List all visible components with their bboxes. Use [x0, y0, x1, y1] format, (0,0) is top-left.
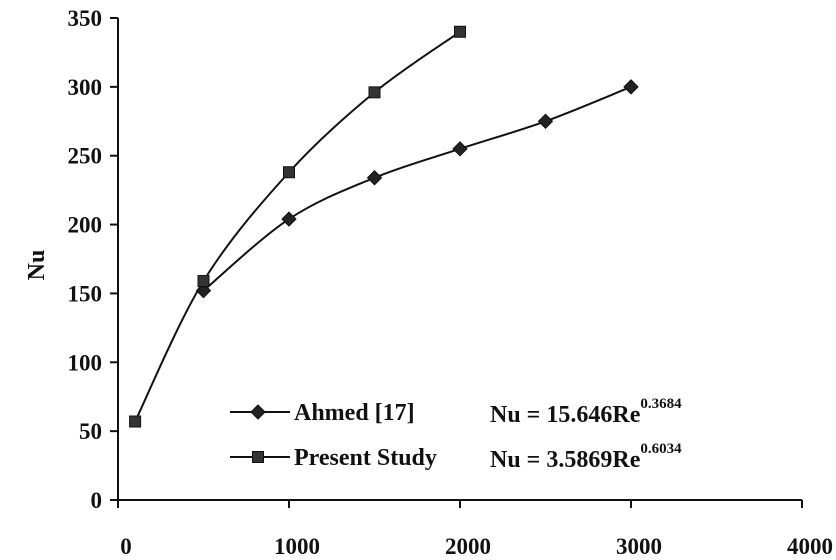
y-tick-label: 250 [68, 144, 103, 169]
diamond-marker [250, 404, 266, 420]
tick-labels: 0 50 100 150 200 250 300 350 0 1000 2000 3000 4000 [68, 6, 834, 559]
square-marker [129, 415, 142, 428]
series-present-study [129, 25, 466, 428]
legend-label: Present Study [294, 445, 437, 471]
axes [110, 17, 803, 508]
x-tick-label: 1000 [274, 534, 320, 559]
legend-label: Ahmed [17] [294, 400, 415, 426]
square-marker [197, 275, 210, 288]
diamond-marker [623, 79, 639, 95]
legend: Ahmed [17] Nu = 15.646Re0.3684 Present Stu… [230, 396, 682, 473]
square-marker [454, 25, 466, 38]
square-marker [283, 166, 295, 179]
x-tick-label: 2000 [445, 534, 491, 559]
diamond-marker [537, 113, 554, 129]
x-tick-label: 3000 [616, 534, 662, 559]
series-ahmed [195, 79, 639, 299]
diamond-marker [281, 211, 297, 227]
legend-entry: Ahmed [17] Nu = 15.646Re0.3684 [230, 396, 682, 428]
series-line [202, 85, 632, 292]
y-axis-label: Nu [24, 250, 50, 281]
square-marker [368, 86, 381, 99]
y-tick-label: 0 [91, 488, 103, 513]
x-tick-label: 0 [120, 534, 132, 559]
x-tick-label: 4000 [787, 534, 833, 559]
y-tick-label: 100 [68, 350, 103, 375]
y-tick-label: 50 [79, 419, 102, 444]
data-series [129, 25, 639, 428]
legend-equation: Nu = 15.646Re0.3684 [490, 396, 682, 428]
y-tick-label: 350 [68, 6, 103, 31]
diamond-marker [366, 170, 383, 186]
y-tick-label: 200 [68, 213, 103, 238]
legend-entry: Present Study Nu = 3.5869Re0.6034 [230, 441, 682, 473]
legend-equation: Nu = 3.5869Re0.6034 [490, 441, 682, 473]
y-tick-label: 300 [68, 75, 103, 100]
series-line [134, 30, 461, 422]
diamond-marker [452, 141, 468, 157]
square-marker [252, 451, 264, 463]
y-tick-label: 150 [68, 281, 103, 306]
